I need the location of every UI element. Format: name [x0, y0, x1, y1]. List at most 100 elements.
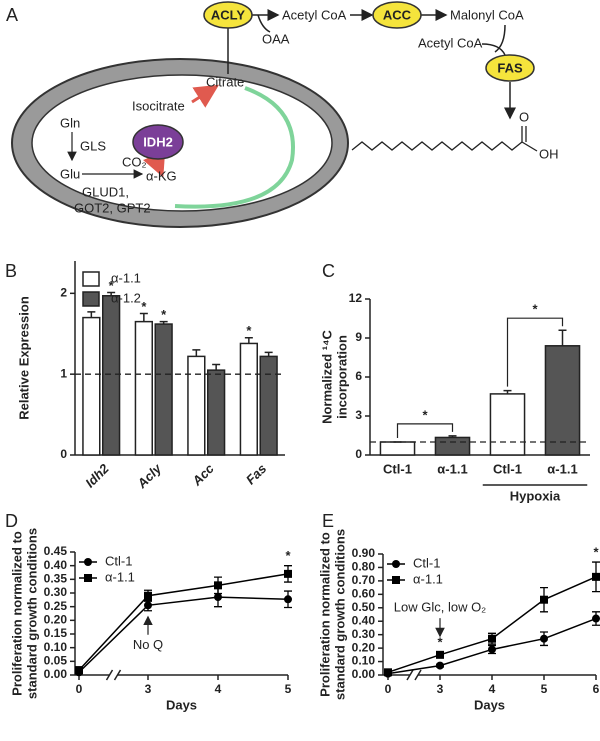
data-point [214, 581, 222, 590]
enzyme-label: IDH2 [143, 134, 173, 149]
y-tick-label: 0.40 [352, 613, 376, 627]
fatty-acid [351, 141, 523, 151]
bar [102, 295, 121, 456]
data-point [592, 572, 600, 581]
error-bar [139, 312, 148, 322]
bar [489, 393, 526, 456]
series-line [78, 596, 289, 673]
data-point [540, 595, 548, 604]
significance: * [246, 323, 252, 338]
y-tick-label: 0.40 [44, 558, 68, 572]
y-tick-label: 0.70 [352, 573, 376, 587]
y-tick-label: 0.35 [44, 572, 68, 586]
red-arrow [191, 84, 220, 108]
significance: * [437, 635, 443, 650]
enzyme-name: GLS [80, 138, 106, 153]
enzyme [485, 54, 535, 82]
bar [544, 345, 581, 456]
red-arrow [143, 150, 166, 178]
enzyme-name: GLUD1, [82, 184, 129, 199]
significance: * [593, 545, 599, 560]
x-axis-label: Days [474, 697, 505, 712]
y-axis-label: Proliferation normalized to [317, 532, 332, 697]
annotation: No Q [133, 637, 163, 652]
x-tick-label: 0 [385, 682, 392, 696]
panel-label: D [5, 511, 18, 531]
error-bar [503, 389, 512, 394]
y-tick-label: 0.30 [44, 585, 68, 599]
y-tick-label: 0.00 [44, 667, 68, 681]
metabolite: Citrate [206, 74, 244, 89]
panel-label: B [5, 261, 17, 281]
y-tick-label: 0.20 [44, 613, 68, 627]
significance: * [532, 302, 538, 317]
data-point [144, 591, 152, 600]
legend-marker [84, 574, 92, 582]
error-bar [87, 311, 96, 318]
legend-marker [392, 560, 400, 568]
y-axis-label: Proliferation normalized to [9, 531, 24, 696]
series-line [78, 573, 289, 671]
data-point [488, 634, 496, 643]
significance: * [285, 548, 291, 563]
legend-marker [392, 576, 400, 584]
data-point [214, 593, 222, 602]
enzyme [372, 1, 422, 29]
legend-label: α-1.1 [105, 569, 135, 584]
error-bar [558, 329, 567, 346]
metabolite: Glu [60, 166, 80, 181]
metabolite: Isocitrate [132, 98, 185, 113]
y-axis-label: Relative Expression [16, 296, 31, 420]
data-point [540, 634, 548, 643]
data-point [284, 595, 292, 604]
x-tick-label: 0 [76, 682, 83, 696]
metabolite: α-KG [146, 168, 177, 183]
data-point [488, 645, 496, 654]
tca-cycle [174, 86, 295, 209]
x-tick-label: α-1.1 [437, 461, 467, 476]
y-tick-label: 3 [355, 408, 362, 422]
x-tick-label: 3 [145, 682, 152, 696]
y-tick-label: 12 [349, 291, 363, 305]
atom: OH [539, 146, 559, 161]
legend-label: α-1.2 [111, 290, 141, 305]
bar [154, 323, 173, 456]
legend-label: Ctl-1 [105, 553, 132, 568]
panel-label: A [6, 5, 18, 25]
metabolite: OAA [262, 31, 290, 46]
error-bar [107, 291, 116, 296]
data-point [284, 569, 292, 578]
error-bar [448, 435, 457, 438]
x-tick-label: Idh2 [82, 460, 112, 490]
carboxyl [521, 126, 538, 152]
enzyme [132, 124, 184, 160]
metabolite: Gln [60, 115, 80, 130]
y-tick-label: 1 [60, 366, 67, 380]
comparison-bracket [396, 423, 454, 438]
axis-break [105, 669, 122, 681]
y-tick-label: 9 [355, 330, 362, 344]
error-bar [159, 320, 168, 325]
comparison-bracket [506, 317, 564, 387]
x-tick-label: Fas [243, 461, 269, 487]
bar [434, 436, 471, 456]
significance: * [109, 278, 115, 293]
panel-label: E [322, 511, 334, 531]
group-label: Hypoxia [510, 488, 561, 503]
arrow [481, 24, 506, 56]
bar [187, 355, 206, 456]
x-axis-label: Days [166, 697, 197, 712]
enzyme-name: GOT2, GPT2 [74, 200, 151, 215]
significance: * [422, 407, 428, 422]
bar [134, 320, 153, 456]
enzyme [203, 1, 253, 29]
y-tick-label: 0.45 [44, 544, 68, 558]
y-axis-label: incorporation [334, 335, 349, 419]
y-tick-label: 0.10 [352, 654, 376, 668]
axis-break [406, 669, 422, 681]
y-axis-label: standard growth conditions [24, 528, 39, 699]
bar [379, 441, 416, 456]
x-tick-label: Acc [189, 460, 218, 489]
y-tick-label: 0.80 [352, 560, 376, 574]
